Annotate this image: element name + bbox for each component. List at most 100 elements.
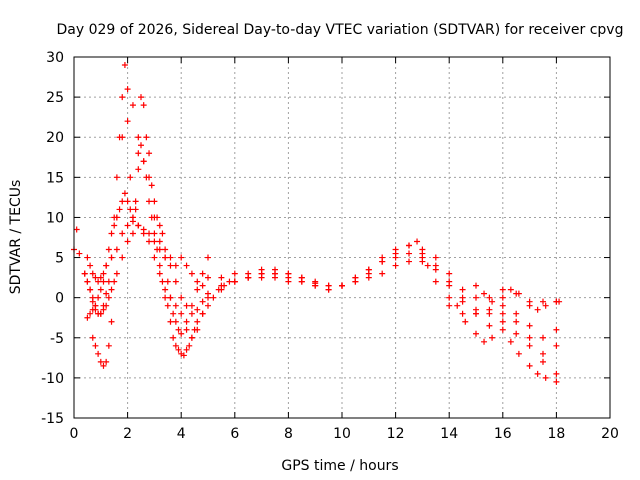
data-point: [527, 303, 533, 309]
data-point: [200, 283, 206, 289]
data-point: [133, 206, 139, 212]
data-point: [151, 230, 157, 236]
data-point: [162, 247, 168, 253]
data-point: [433, 255, 439, 261]
data-point: [339, 283, 345, 289]
data-point: [127, 174, 133, 180]
data-point: [84, 255, 90, 261]
data-point: [119, 230, 125, 236]
data-point: [119, 198, 125, 204]
data-point: [178, 311, 184, 317]
y-tick-label: 0: [55, 291, 64, 307]
y-tick-label: 10: [46, 210, 64, 226]
x-axis-label: GPS time / hours: [281, 458, 398, 474]
data-point: [76, 251, 82, 257]
y-tick-label: 5: [55, 251, 64, 267]
x-tick-label: 20: [601, 426, 619, 442]
x-tick-label: 6: [230, 426, 239, 442]
series-trace-1: [71, 62, 211, 337]
data-point: [473, 307, 479, 313]
x-tick-label: 14: [440, 426, 458, 442]
data-point: [393, 263, 399, 269]
data-point: [543, 375, 549, 381]
x-tick-label: 16: [494, 426, 512, 442]
y-tick-label: -5: [50, 331, 64, 347]
data-point: [111, 222, 117, 228]
data-point: [366, 271, 372, 277]
data-point: [527, 323, 533, 329]
data-point: [178, 255, 184, 261]
data-point: [527, 335, 533, 341]
data-point: [130, 102, 136, 108]
data-point: [500, 287, 506, 293]
data-point: [232, 271, 238, 277]
data-point: [114, 174, 120, 180]
data-point: [122, 62, 128, 68]
data-point: [535, 307, 541, 313]
x-tick-label: 12: [387, 426, 405, 442]
y-tick-label: 20: [46, 130, 64, 146]
data-point: [500, 311, 506, 317]
data-point: [178, 295, 184, 301]
data-point: [125, 86, 131, 92]
data-point: [210, 295, 216, 301]
data-point: [106, 279, 112, 285]
data-point: [540, 351, 546, 357]
data-point: [173, 319, 179, 325]
data-point: [446, 271, 452, 277]
data-point: [125, 222, 131, 228]
data-point: [508, 339, 514, 345]
data-point: [162, 295, 168, 301]
data-point: [446, 303, 452, 309]
data-point: [500, 295, 506, 301]
data-point: [117, 206, 123, 212]
data-point: [82, 271, 88, 277]
series-trace-4: [90, 86, 560, 377]
data-point: [167, 255, 173, 261]
data-point: [500, 319, 506, 325]
x-tick-label: 4: [177, 426, 186, 442]
data-point: [184, 327, 190, 333]
data-point: [245, 275, 251, 281]
data-point: [414, 239, 420, 245]
data-point: [106, 247, 112, 253]
data-point: [184, 263, 190, 269]
data-point: [232, 279, 238, 285]
x-tick-label: 2: [123, 426, 132, 442]
data-series: [71, 62, 562, 385]
data-point: [352, 279, 358, 285]
data-point: [95, 295, 101, 301]
data-point: [205, 255, 211, 261]
data-point: [98, 287, 104, 293]
data-point: [151, 255, 157, 261]
data-point: [125, 118, 131, 124]
data-point: [90, 335, 96, 341]
data-point: [173, 279, 179, 285]
data-point: [540, 359, 546, 365]
y-tick-label: -10: [41, 371, 64, 387]
data-point: [379, 259, 385, 265]
data-point: [513, 311, 519, 317]
sdtvar-chart: 0 2 4 6 8 10 12 14 16 18 20-15-10-5051015202530 Da…: [0, 0, 640, 480]
data-point: [106, 343, 112, 349]
data-point: [205, 295, 211, 301]
data-point: [500, 303, 506, 309]
data-point: [157, 271, 163, 277]
data-point: [513, 331, 519, 337]
data-point: [486, 323, 492, 329]
data-point: [553, 371, 559, 377]
data-point: [141, 102, 147, 108]
data-point: [151, 239, 157, 245]
x-tick-label: 0: [70, 426, 79, 442]
data-point: [326, 283, 332, 289]
data-point: [406, 251, 412, 257]
data-point: [259, 271, 265, 277]
data-point: [433, 279, 439, 285]
data-point: [74, 226, 80, 232]
data-point: [146, 239, 152, 245]
data-point: [285, 271, 291, 277]
data-point: [109, 255, 115, 261]
x-tick-label: 10: [333, 426, 351, 442]
data-point: [138, 94, 144, 100]
data-point: [200, 271, 206, 277]
